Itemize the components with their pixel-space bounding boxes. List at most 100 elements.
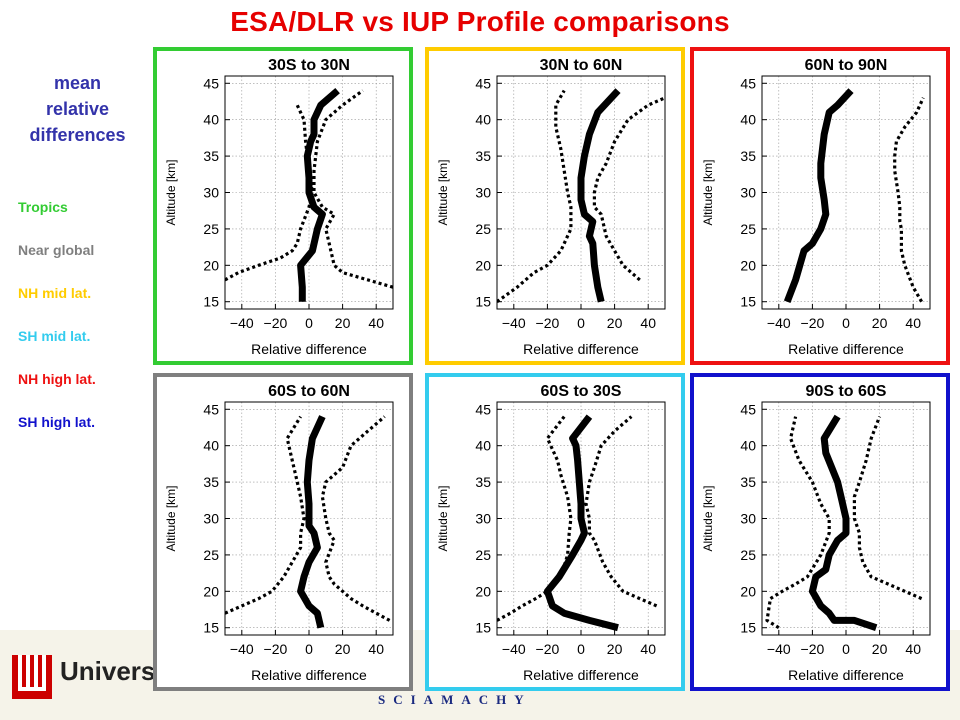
x-tick-label: −20 <box>264 315 288 331</box>
x-axis-label: Relative difference <box>251 667 367 683</box>
legend-nh-high-lat: NH high lat. <box>18 371 96 387</box>
y-tick-label: 40 <box>740 112 756 128</box>
std-deviation-line-2 <box>592 96 665 282</box>
y-tick-label: 40 <box>740 438 756 454</box>
y-tick-label: 25 <box>475 221 491 237</box>
x-tick-label: −20 <box>536 641 560 657</box>
x-tick-label: 40 <box>368 641 384 657</box>
std-deviation-line-1 <box>225 415 306 615</box>
mean-difference-line <box>297 87 340 302</box>
y-tick-label: 45 <box>475 75 491 91</box>
y-tick-label: 15 <box>475 294 491 310</box>
mean-difference-line <box>783 88 854 303</box>
y-axis-label: Altitude [km] <box>436 159 450 225</box>
chart-title: 30N to 60N <box>540 57 623 74</box>
y-tick-label: 35 <box>740 474 756 490</box>
x-tick-label: −20 <box>801 315 825 331</box>
std-deviation-line-1 <box>497 89 573 303</box>
y-tick-label: 40 <box>203 112 219 128</box>
x-tick-label: 0 <box>577 641 585 657</box>
std-deviation-line-2 <box>584 415 658 608</box>
panel-60s-to-30s: 60S to 30S −40 −20 0 20 40 15 20 25 30 35 40 45 Relat… <box>425 373 685 691</box>
y-tick-label: 40 <box>203 438 219 454</box>
y-tick-label: 15 <box>203 620 219 636</box>
x-tick-label: −40 <box>230 641 254 657</box>
y-axis-label: Altitude [km] <box>164 485 178 551</box>
university-logo-icon <box>12 655 52 699</box>
y-tick-label: 15 <box>740 620 756 636</box>
legend-tropics: Tropics <box>18 199 68 215</box>
chart-title: 30S to 30N <box>268 57 350 74</box>
y-tick-label: 20 <box>740 583 756 599</box>
y-axis-label: Altitude [km] <box>164 159 178 225</box>
y-tick-label: 30 <box>203 185 219 201</box>
mean-difference-line <box>297 415 326 629</box>
x-tick-label: −20 <box>264 641 288 657</box>
std-deviation-line-1 <box>497 415 573 622</box>
y-tick-label: 20 <box>203 257 219 273</box>
chart-60n-to-90n: 60N to 90N −40 −20 0 20 40 15 20 25 30 35 40 45 Relat… <box>701 57 931 357</box>
x-tick-label: −40 <box>230 315 254 331</box>
chart-30s-to-30n: 30S to 30N −40 −20 0 20 40 15 20 25 30 35 40 45 Relat… <box>164 57 394 357</box>
x-tick-label: 20 <box>607 315 623 331</box>
y-tick-label: 25 <box>740 221 756 237</box>
std-deviation-line-1 <box>225 104 314 282</box>
panel-90s-to-60s: 90S to 60S −40 −20 0 20 40 15 20 25 30 35 40 45 Relat… <box>690 373 950 691</box>
sidebar-heading-line2: relative <box>45 99 110 119</box>
x-tick-label: 0 <box>842 641 850 657</box>
x-tick-label: −40 <box>767 641 791 657</box>
x-axis-label: Relative difference <box>523 341 639 357</box>
y-tick-label: 30 <box>740 511 756 527</box>
x-axis-label: Relative difference <box>788 667 904 683</box>
y-tick-label: 25 <box>203 547 219 563</box>
y-tick-label: 45 <box>203 401 219 417</box>
chart-title: 60S to 60N <box>268 383 350 400</box>
y-tick-label: 35 <box>203 148 219 164</box>
y-tick-label: 30 <box>475 511 491 527</box>
y-tick-label: 20 <box>475 583 491 599</box>
y-tick-label: 25 <box>740 547 756 563</box>
y-tick-label: 20 <box>203 583 219 599</box>
x-tick-label: 20 <box>872 641 888 657</box>
y-tick-label: 20 <box>740 257 756 273</box>
x-tick-label: 40 <box>905 641 921 657</box>
x-tick-label: 0 <box>305 641 313 657</box>
std-deviation-line-2 <box>312 89 393 289</box>
y-tick-label: 15 <box>203 294 219 310</box>
y-tick-label: 15 <box>475 620 491 636</box>
panel-30s-to-30n: 30S to 30N −40 −20 0 20 40 15 20 25 30 35 40 45 Relat… <box>153 47 413 365</box>
y-axis-label: Altitude [km] <box>701 159 715 225</box>
y-tick-label: 35 <box>475 474 491 490</box>
x-tick-label: 0 <box>842 315 850 331</box>
mean-difference-line <box>543 414 619 632</box>
y-tick-label: 40 <box>475 112 491 128</box>
panel-60s-to-60n: 60S to 60N −40 −20 0 20 40 15 20 25 30 35 40 45 Relat… <box>153 373 413 691</box>
x-tick-label: 0 <box>577 315 585 331</box>
chart-title: 60N to 90N <box>805 57 888 74</box>
x-axis-label: Relative difference <box>788 341 904 357</box>
y-axis-label: Altitude [km] <box>436 485 450 551</box>
y-tick-label: 30 <box>740 185 756 201</box>
legend-sh-mid-lat: SH mid lat. <box>18 328 91 344</box>
chart-90s-to-60s: 90S to 60S −40 −20 0 20 40 15 20 25 30 35 40 45 Relat… <box>701 383 931 683</box>
sidebar-heading-line1: mean <box>53 73 102 93</box>
chart-60s-to-60n: 60S to 60N −40 −20 0 20 40 15 20 25 30 35 40 45 Relat… <box>164 383 394 683</box>
x-axis-label: Relative difference <box>523 667 639 683</box>
x-tick-label: 40 <box>640 315 656 331</box>
sciamachy-logo-text: SCIAMACHY <box>378 692 532 707</box>
x-axis-label: Relative difference <box>251 341 367 357</box>
sidebar-legend: mean relative differences Tropics Near g… <box>10 70 145 454</box>
y-tick-label: 40 <box>475 438 491 454</box>
x-tick-label: 40 <box>368 315 384 331</box>
university-name: Universit <box>60 656 172 686</box>
legend-sh-high-lat: SH high lat. <box>18 414 95 430</box>
x-tick-label: 20 <box>607 641 623 657</box>
x-tick-label: −20 <box>801 641 825 657</box>
y-axis-label: Altitude [km] <box>701 485 715 551</box>
y-tick-label: 35 <box>203 474 219 490</box>
y-tick-label: 45 <box>203 75 219 91</box>
slide-title: ESA/DLR vs IUP Profile comparisons <box>230 6 730 37</box>
chart-title: 90S to 60S <box>806 383 887 400</box>
std-deviation-line-1 <box>893 97 925 303</box>
std-deviation-line-2 <box>852 416 923 601</box>
